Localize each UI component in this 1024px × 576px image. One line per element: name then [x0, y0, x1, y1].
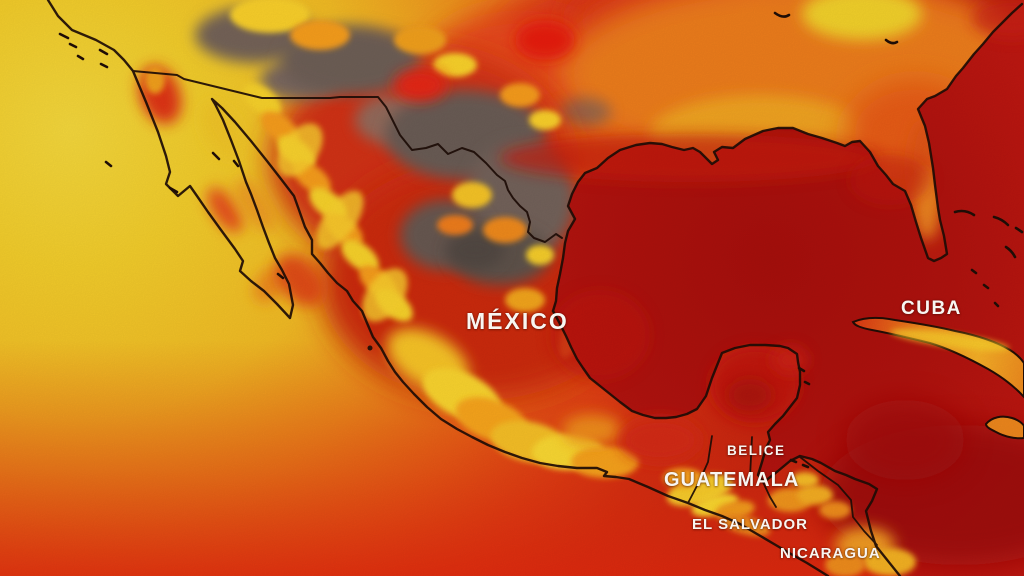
country-label-nicaragua: NICARAGUA: [780, 545, 881, 562]
country-label-belice: BELICE: [727, 443, 786, 458]
country-label-el-salvador: EL SALVADOR: [692, 516, 809, 533]
country-label-mexico: MÉXICO: [466, 308, 569, 334]
country-label-guatemala: GUATEMALA: [664, 469, 800, 491]
country-label-cuba: CUBA: [901, 298, 962, 319]
